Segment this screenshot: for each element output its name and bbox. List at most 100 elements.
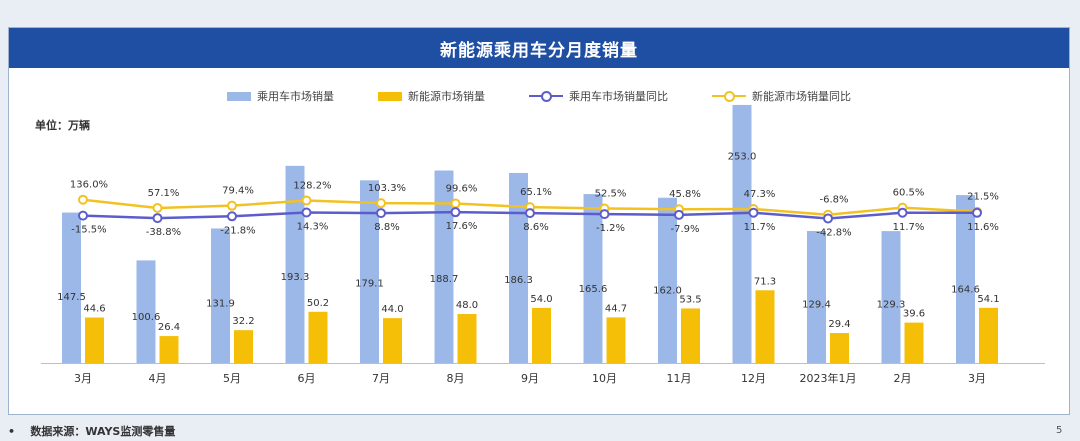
nev-yoy-point	[450, 198, 461, 209]
legend-swatch-passenger-line	[529, 91, 563, 102]
nev-yoy-label: 99.6%	[446, 184, 478, 195]
passenger-yoy-label: -38.8%	[146, 227, 181, 238]
bar-nev-sales	[159, 336, 179, 363]
legend-swatch-passenger-bar	[227, 91, 251, 101]
bar-label-nev: 48.0	[456, 300, 478, 311]
bar-label-nev: 39.6	[903, 309, 925, 320]
bar-passenger-sales	[658, 197, 677, 363]
chart-panel: 新能源乘用车分月度销量 乘用车市场销量 新能源市场销量 乘用车市场销量同比 新能…	[8, 27, 1070, 415]
bar-nev-sales	[85, 317, 104, 363]
nev-yoy-point	[152, 203, 163, 214]
passenger-yoy-point	[376, 208, 386, 219]
bar-nev-sales	[308, 311, 328, 363]
bar-passenger-sales	[136, 260, 156, 363]
bar-nev-sales	[979, 307, 998, 363]
bar-passenger-sales	[583, 194, 603, 363]
bar-nev-sales	[234, 330, 253, 363]
footer-source-text: 数据来源：WAYS监测零售量	[30, 425, 176, 438]
passenger-yoy-point	[972, 207, 982, 218]
bar-passenger-sales	[285, 165, 305, 363]
bar-label-passenger: 131.9	[206, 298, 235, 309]
passenger-yoy-label: 11.6%	[967, 222, 999, 233]
chart-title: 新能源乘用车分月度销量	[9, 28, 1069, 68]
footer-bullet: •	[8, 425, 16, 438]
passenger-yoy-point	[301, 207, 312, 218]
bar-nev-sales	[457, 314, 477, 363]
bar-nev-sales	[755, 290, 775, 363]
bar-nev-sales	[904, 322, 924, 363]
bar-nev-sales	[383, 318, 402, 363]
bar-label-passenger: 100.6	[132, 312, 161, 323]
passenger-yoy-point	[525, 208, 535, 219]
nev-yoy-label: 60.5%	[893, 188, 925, 199]
passenger-yoy-label: 8.8%	[374, 222, 399, 233]
nev-yoy-label: 65.1%	[520, 187, 552, 198]
x-tick-label: 11月	[667, 372, 692, 385]
nev-yoy-label: 45.8%	[669, 189, 701, 200]
bar-label-nev: 44.7	[605, 303, 627, 314]
bar-nev-sales	[532, 307, 551, 363]
nev-yoy-label: 47.3%	[744, 189, 776, 200]
bar-label-nev: 54.0	[530, 294, 552, 305]
x-tick-label: 12月	[741, 372, 766, 385]
passenger-yoy-label: -42.8%	[816, 227, 851, 238]
bar-passenger-sales	[434, 170, 454, 363]
bar-label-nev: 71.3	[754, 276, 776, 287]
nev-yoy-label: 136.0%	[70, 180, 108, 191]
bar-label-passenger: 253.0	[728, 152, 757, 163]
legend-swatch-nev-bar	[378, 91, 402, 101]
nev-yoy-label: 57.1%	[148, 188, 180, 199]
x-tick-label: 10月	[592, 372, 617, 385]
legend-swatch-nev-line	[712, 91, 746, 102]
bar-label-nev: 29.4	[828, 319, 850, 330]
chart-plot: 147.544.6 3月 100.626.4 4月 131.9 32.2 5月 193.3 50…	[41, 104, 1045, 385]
x-tick-label: 3月	[74, 372, 92, 385]
bar-label-passenger: 179.1	[355, 278, 384, 289]
passenger-yoy-point	[823, 213, 833, 224]
nev-yoy-label: -6.8%	[819, 195, 848, 206]
passenger-yoy-point	[450, 207, 461, 218]
x-tick-label: 4月	[149, 372, 167, 385]
x-tick-label: 7月	[372, 372, 390, 385]
bar-label-passenger: 129.4	[802, 300, 831, 311]
legend-label: 新能源市场销量	[408, 90, 485, 103]
passenger-yoy-label: 14.3%	[297, 221, 329, 232]
bar-label-passenger: 164.6	[951, 284, 980, 295]
passenger-yoy-label: -1.2%	[596, 223, 625, 234]
bar-passenger-sales	[881, 231, 901, 363]
passenger-yoy-label: 11.7%	[893, 222, 925, 233]
bar-label-passenger: 129.3	[877, 300, 906, 311]
bar-label-passenger: 147.5	[57, 292, 86, 303]
bar-passenger-sales	[211, 228, 230, 363]
bar-passenger-sales	[360, 180, 379, 363]
passenger-yoy-point	[748, 207, 759, 218]
bar-nev-sales	[606, 317, 626, 363]
passenger-yoy-point	[674, 209, 684, 220]
bar-nev-sales	[830, 333, 849, 363]
legend-item-nev-yoy: 新能源市场销量同比	[712, 86, 851, 106]
bar-label-nev: 44.0	[381, 304, 403, 315]
x-tick-label: 8月	[447, 372, 465, 385]
legend-item-passenger-sales: 乘用车市场销量	[227, 86, 334, 106]
nev-yoy-point	[227, 200, 237, 211]
legend-label: 乘用车市场销量	[257, 90, 334, 103]
legend-item-passenger-yoy: 乘用车市场销量同比	[529, 86, 668, 106]
nev-yoy-point	[376, 198, 386, 209]
bar-label-passenger: 186.3	[504, 275, 533, 286]
bar-label-nev: 44.6	[83, 304, 105, 315]
passenger-yoy-point	[599, 209, 610, 220]
nev-yoy-label: 79.4%	[222, 186, 254, 197]
bar-label-nev: 53.5	[679, 294, 701, 305]
page-number: 5	[1056, 425, 1063, 436]
passenger-yoy-label: 11.7%	[744, 222, 776, 233]
x-tick-label: 9月	[521, 372, 539, 385]
x-tick-label: 3月	[968, 372, 986, 385]
nev-yoy-point	[301, 195, 312, 206]
nev-yoy-label: 52.5%	[595, 188, 627, 199]
x-tick-label: 6月	[298, 372, 316, 385]
passenger-yoy-label: 8.6%	[523, 222, 548, 233]
passenger-yoy-point	[78, 210, 88, 221]
bar-passenger-sales	[509, 172, 528, 363]
bar-label-passenger: 165.6	[579, 284, 608, 295]
bar-label-nev: 26.4	[158, 322, 180, 333]
